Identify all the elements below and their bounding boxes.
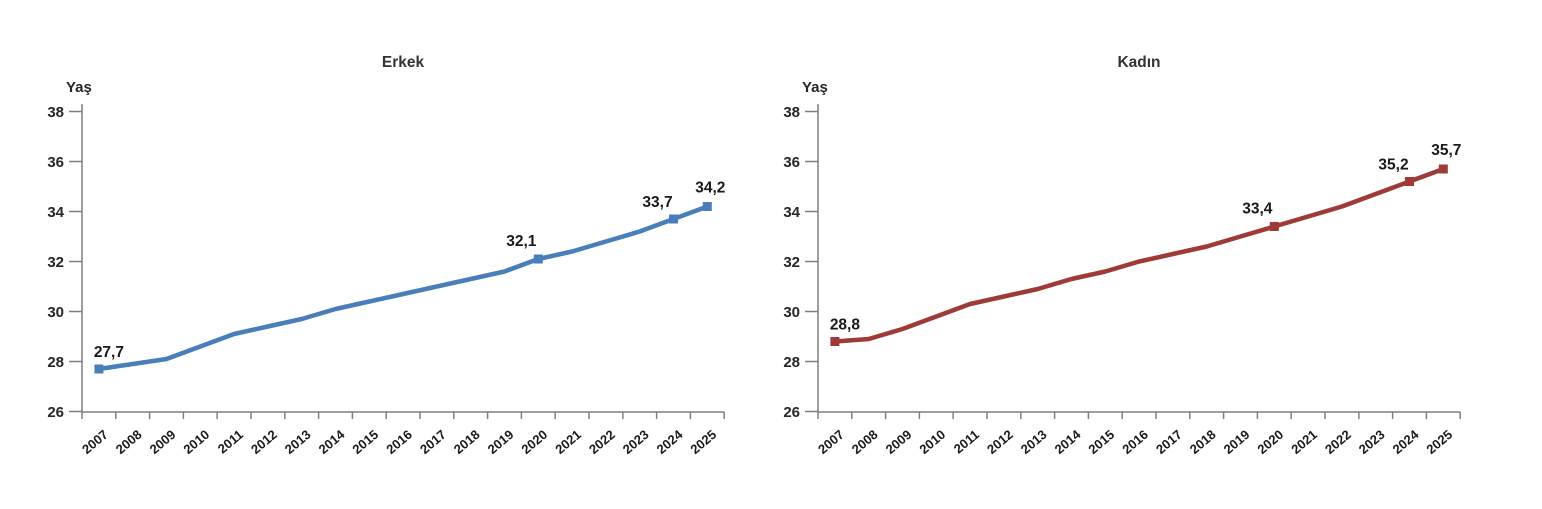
y-tick-label: 36 xyxy=(47,154,64,171)
y-tick-label: 28 xyxy=(47,354,64,371)
x-tick-label: 2011 xyxy=(215,427,246,457)
y-tick-label: 36 xyxy=(783,154,800,171)
x-tick-label: 2012 xyxy=(984,427,1016,457)
y-tick-label: 34 xyxy=(47,204,64,221)
y-tick-label: 26 xyxy=(47,404,64,421)
x-tick-label: 2008 xyxy=(113,427,145,457)
y-tick-label: 30 xyxy=(783,304,800,321)
x-tick-label: 2007 xyxy=(79,427,111,457)
x-tick-label: 2016 xyxy=(383,427,415,457)
x-tick-label: 2023 xyxy=(620,427,652,457)
data-point-label: 27,7 xyxy=(94,344,124,361)
y-tick-label: 26 xyxy=(783,404,800,421)
x-tick-label: 2019 xyxy=(1221,427,1253,457)
x-tick-label: 2016 xyxy=(1119,427,1151,457)
x-tick-label: 2020 xyxy=(1254,427,1286,457)
x-tick-label: 2024 xyxy=(654,426,686,457)
x-tick-label: 2015 xyxy=(349,427,381,457)
chart-erkek: 26 28 30 32 34 36 38 2007 2008 2009 2010 2011 2012 20… xyxy=(0,0,745,504)
x-tick-label: 2020 xyxy=(518,427,550,457)
y-tick-label: 38 xyxy=(47,104,64,121)
data-point-label: 33,7 xyxy=(642,194,672,211)
data-point-marker xyxy=(533,254,543,264)
y-tick-label: 32 xyxy=(47,254,64,271)
data-point-label: 34,2 xyxy=(695,180,725,197)
chart-title: Kadın xyxy=(1117,54,1160,71)
y-axis-title: Yaş xyxy=(802,79,828,96)
series-line xyxy=(832,166,1446,344)
x-tick-label: 2008 xyxy=(849,427,881,457)
y-tick-label: 32 xyxy=(783,254,800,271)
data-point-marker xyxy=(1438,164,1448,174)
x-tick-label: 2012 xyxy=(248,427,280,457)
y-axis-title: Yaş xyxy=(66,79,92,96)
data-point-label: 35,2 xyxy=(1378,157,1408,174)
x-tick-label: 2017 xyxy=(1153,427,1185,457)
data-point-marker xyxy=(1269,222,1279,231)
x-tick-label: 2013 xyxy=(1018,427,1050,457)
x-tick-label: 2023 xyxy=(1356,427,1388,457)
x-tick-label: 2017 xyxy=(417,427,449,457)
data-point-marker xyxy=(830,337,840,346)
data-point-label: 35,7 xyxy=(1431,142,1461,159)
data-point-marker xyxy=(1405,177,1414,186)
x-tick-label: 2014 xyxy=(316,426,348,457)
chart-kadin: 26 28 30 32 34 36 38 2007 2008 2009 2010 2011 2012 20… xyxy=(736,0,1481,504)
x-tick-label: 2010 xyxy=(916,427,948,457)
y-tick-label: 30 xyxy=(47,304,64,321)
x-tick-label: 2009 xyxy=(147,427,179,457)
x-tick-label: 2025 xyxy=(1423,427,1455,457)
x-tick-label: 2013 xyxy=(282,427,314,457)
x-tick-label: 2018 xyxy=(1187,427,1219,457)
x-tick-label: 2021 xyxy=(552,427,584,457)
data-point-label: 28,8 xyxy=(830,317,861,334)
x-tick-label: 2014 xyxy=(1052,426,1084,457)
x-tick-label: 2010 xyxy=(180,427,212,457)
y-tick-label: 28 xyxy=(783,354,800,371)
data-point-label: 32,1 xyxy=(506,233,537,250)
chart-title: Erkek xyxy=(382,54,425,71)
x-tick-label: 2024 xyxy=(1390,426,1422,457)
x-tick-label: 2007 xyxy=(815,427,847,457)
x-tick-label: 2021 xyxy=(1288,427,1320,457)
y-tick-label: 38 xyxy=(783,104,800,121)
x-tick-label: 2011 xyxy=(951,427,982,457)
x-tick-label: 2018 xyxy=(451,427,483,457)
data-point-marker xyxy=(702,202,712,211)
x-tick-label: 2022 xyxy=(1322,427,1354,457)
x-tick-label: 2022 xyxy=(586,427,618,457)
x-tick-label: 2025 xyxy=(687,427,719,457)
data-point-marker xyxy=(94,364,104,374)
data-point-label: 33,4 xyxy=(1242,201,1273,218)
x-tick-label: 2015 xyxy=(1085,427,1117,457)
x-tick-label: 2019 xyxy=(485,427,517,457)
y-tick-label: 34 xyxy=(783,204,800,221)
data-point-marker xyxy=(669,214,678,224)
x-tick-label: 2009 xyxy=(883,427,915,457)
series-line xyxy=(96,204,710,372)
